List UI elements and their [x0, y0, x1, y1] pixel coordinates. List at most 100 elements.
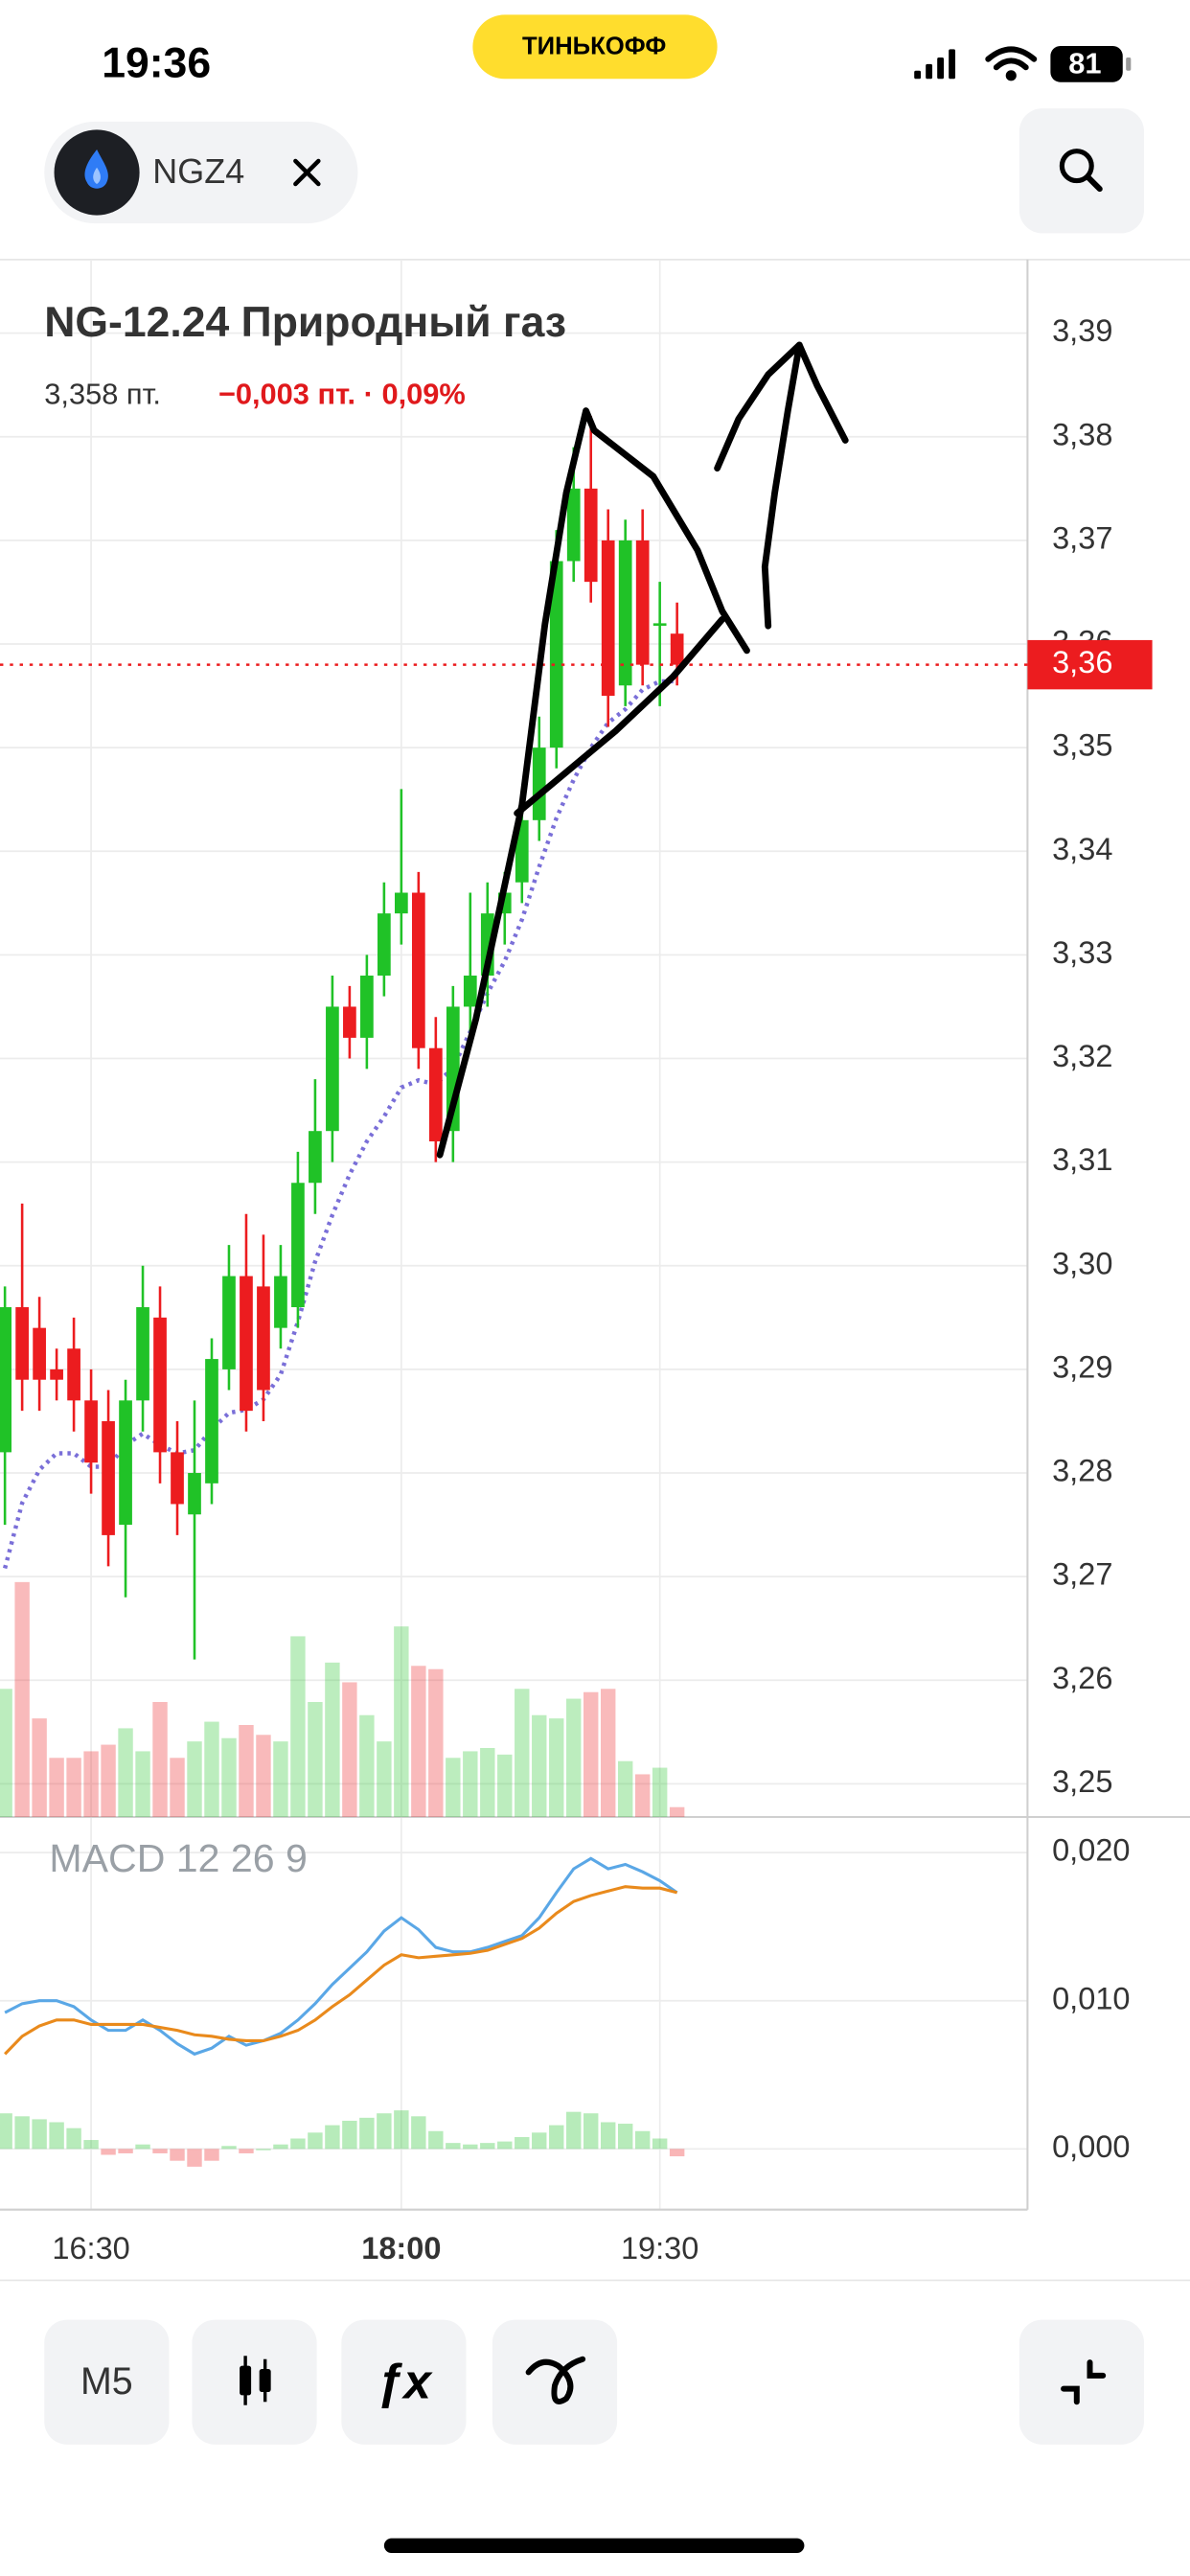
flame-inner: [93, 167, 101, 184]
volume-bar: [342, 1682, 357, 1817]
volume-bar: [152, 1702, 168, 1817]
macd-histogram-bar: [170, 2149, 185, 2161]
close-button[interactable]: [293, 158, 321, 187]
candle-body: [274, 1276, 287, 1328]
candle-body: [188, 1473, 201, 1515]
volume-bar: [377, 1741, 392, 1817]
macd-tick-label: 0,000: [1052, 2129, 1130, 2164]
macd-histogram-bar: [359, 2117, 375, 2150]
macd-histogram-bar: [204, 2149, 219, 2161]
candle-body: [0, 1307, 11, 1453]
candle-body: [205, 1359, 218, 1484]
macd-histogram-bar: [428, 2130, 444, 2150]
status-time: 19:36: [102, 39, 211, 86]
chart-title: NG-12.24 Природный газ: [44, 299, 566, 346]
volume-bar: [239, 1725, 254, 1817]
volume-bar: [669, 1806, 685, 1817]
indicator-icon: ƒx: [377, 2354, 434, 2409]
candle-body: [549, 561, 563, 748]
y-tick-label: 3,37: [1052, 520, 1112, 555]
y-tick-label: 3,30: [1052, 1246, 1112, 1280]
candle-body: [618, 540, 632, 686]
volume-bar: [463, 1751, 478, 1817]
collapse-button[interactable]: [1018, 2319, 1145, 2445]
home-indicator: [383, 2538, 805, 2553]
candle-body: [532, 748, 546, 820]
search-handle: [1085, 174, 1103, 193]
y-tick-label: 3,32: [1052, 1039, 1112, 1073]
y-tick-label: 3,38: [1052, 417, 1112, 451]
volume-bar: [325, 1662, 340, 1817]
macd-histogram-bar: [584, 2113, 599, 2150]
chart: 3,25 3,26 3,27 3,28 3,29 3,30 3,31 3,32 3,33 3,34…: [0, 259, 1190, 2266]
macd-histogram-bar: [480, 2143, 495, 2150]
collapse-icon: [1061, 2359, 1107, 2405]
x-tick-label: 18:00: [361, 2231, 441, 2266]
volume-bar: [359, 1714, 375, 1817]
battery: [1050, 46, 1123, 82]
chart-type-button[interactable]: [192, 2319, 317, 2445]
candle-body: [360, 976, 374, 1038]
macd-histogram-bar: [549, 2125, 564, 2150]
macd-histogram-bar: [411, 2116, 426, 2150]
macd-histogram-bar: [652, 2138, 668, 2150]
wifi-icon: [985, 46, 1038, 81]
y-tick-label: 3,29: [1052, 1349, 1112, 1384]
volume-bar: [652, 1767, 668, 1817]
timeframe-button[interactable]: [44, 2319, 170, 2445]
macd-histogram-bar: [532, 2132, 547, 2150]
macd-histogram-bar: [101, 2149, 116, 2155]
volume-bar: [532, 1714, 547, 1817]
macd-histogram-bar: [446, 2143, 461, 2150]
macd-tick-label: 0,020: [1052, 1833, 1130, 1868]
candle-body: [67, 1348, 80, 1401]
volume-bar: [135, 1751, 150, 1817]
volume-bar: [446, 1758, 461, 1817]
macd-tick-label: 0,010: [1052, 1981, 1130, 2015]
volume-bar: [204, 1721, 219, 1817]
volume-bar: [83, 1751, 99, 1817]
candle-body: [566, 488, 581, 562]
macd-histogram-bar: [0, 2113, 12, 2150]
macd-histogram-bar: [566, 2111, 582, 2150]
volume-bar: [308, 1702, 323, 1817]
candle-body: [411, 892, 425, 1048]
volume-bar: [549, 1718, 564, 1817]
candles-icon: [240, 2356, 271, 2405]
volume-bar: [411, 1666, 426, 1817]
volume-bar: [428, 1668, 444, 1817]
volume-bar: [0, 1689, 12, 1817]
moving-average: [2, 678, 677, 1570]
search-button[interactable]: [1018, 108, 1145, 234]
last-price-label: 3,36: [1052, 645, 1112, 679]
volume-bar: [221, 1737, 237, 1817]
y-tick-label: 3,33: [1052, 935, 1112, 970]
macd-histogram-bar: [325, 2125, 340, 2150]
carrier-pill: [472, 14, 718, 80]
change-text: −0,003 пт. · 0,09%: [218, 377, 466, 410]
candle-body: [309, 1131, 322, 1184]
macd-histogram-bar: [600, 2122, 616, 2150]
y-tick-label: 3,31: [1052, 1142, 1112, 1177]
volume-bar: [515, 1689, 530, 1817]
carrier: ТИНЬКОФФ: [522, 33, 666, 59]
macd-histogram-bar: [135, 2144, 150, 2150]
macd-histogram-bar: [308, 2132, 323, 2150]
candle-body: [33, 1327, 46, 1380]
macd-histogram-bar: [66, 2128, 81, 2150]
indicator-button[interactable]: [341, 2319, 467, 2445]
volume-bar: [170, 1758, 185, 1817]
volume-bar: [14, 1581, 30, 1817]
battery-tip: [1126, 58, 1132, 71]
drawing-icon: [525, 2356, 586, 2404]
y-tick-label: 3,26: [1052, 1661, 1112, 1695]
macd-label: MACD 12 26 9: [49, 1836, 308, 1880]
volume-bar: [187, 1741, 202, 1817]
macd-histogram-bar: [239, 2149, 254, 2153]
volume-bar: [273, 1741, 288, 1817]
candle-body: [257, 1286, 270, 1391]
macd-histogram-bar: [273, 2144, 288, 2150]
candle-body: [670, 633, 684, 665]
volume-bar: [49, 1758, 64, 1817]
